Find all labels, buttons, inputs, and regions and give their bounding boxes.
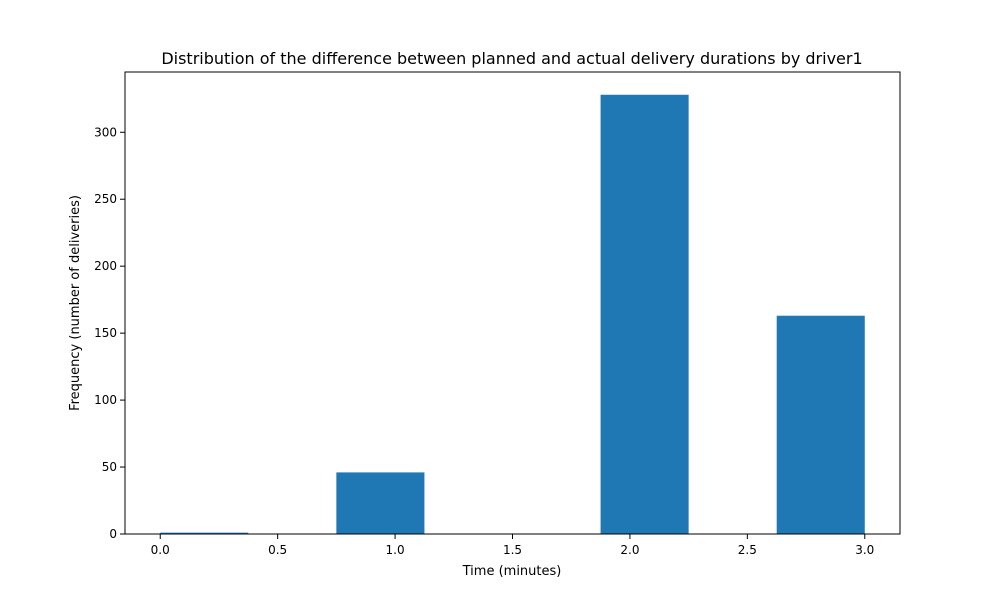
y-axis-label: Frequency (number of deliveries) [68, 195, 83, 411]
y-tick-label-0: 0 [109, 527, 117, 541]
bars-layer [160, 94, 865, 534]
x-tick-label-1: 0.5 [268, 543, 287, 557]
histogram-bar-7 [776, 315, 865, 534]
y-tick-label-6: 300 [94, 125, 117, 139]
x-tick-label-0: 0.0 [151, 543, 170, 557]
histogram-bar-5 [600, 94, 689, 534]
x-tick-label-5: 2.5 [738, 543, 757, 557]
chart-title: Distribution of the difference between p… [161, 49, 862, 68]
y-tick-label-4: 200 [94, 259, 117, 273]
x-tick-label-3: 1.5 [503, 543, 522, 557]
x-axis-label: Time (minutes) [462, 564, 562, 579]
y-tick-label-1: 50 [102, 460, 117, 474]
x-tick-label-2: 1.0 [386, 543, 405, 557]
y-tick-label-5: 250 [94, 192, 117, 206]
x-tick-label-4: 2.0 [620, 543, 639, 557]
x-tick-label-6: 3.0 [855, 543, 874, 557]
histogram-bar-2 [336, 472, 425, 534]
x-axis-ticks: 0.0 0.5 1.0 1.5 2.0 2.5 3.0 [151, 534, 874, 557]
y-tick-label-3: 150 [94, 326, 117, 340]
y-tick-label-2: 100 [94, 393, 117, 407]
histogram-bar-0 [160, 532, 249, 534]
y-axis-ticks: 0 50 100 150 200 250 300 [94, 125, 125, 541]
